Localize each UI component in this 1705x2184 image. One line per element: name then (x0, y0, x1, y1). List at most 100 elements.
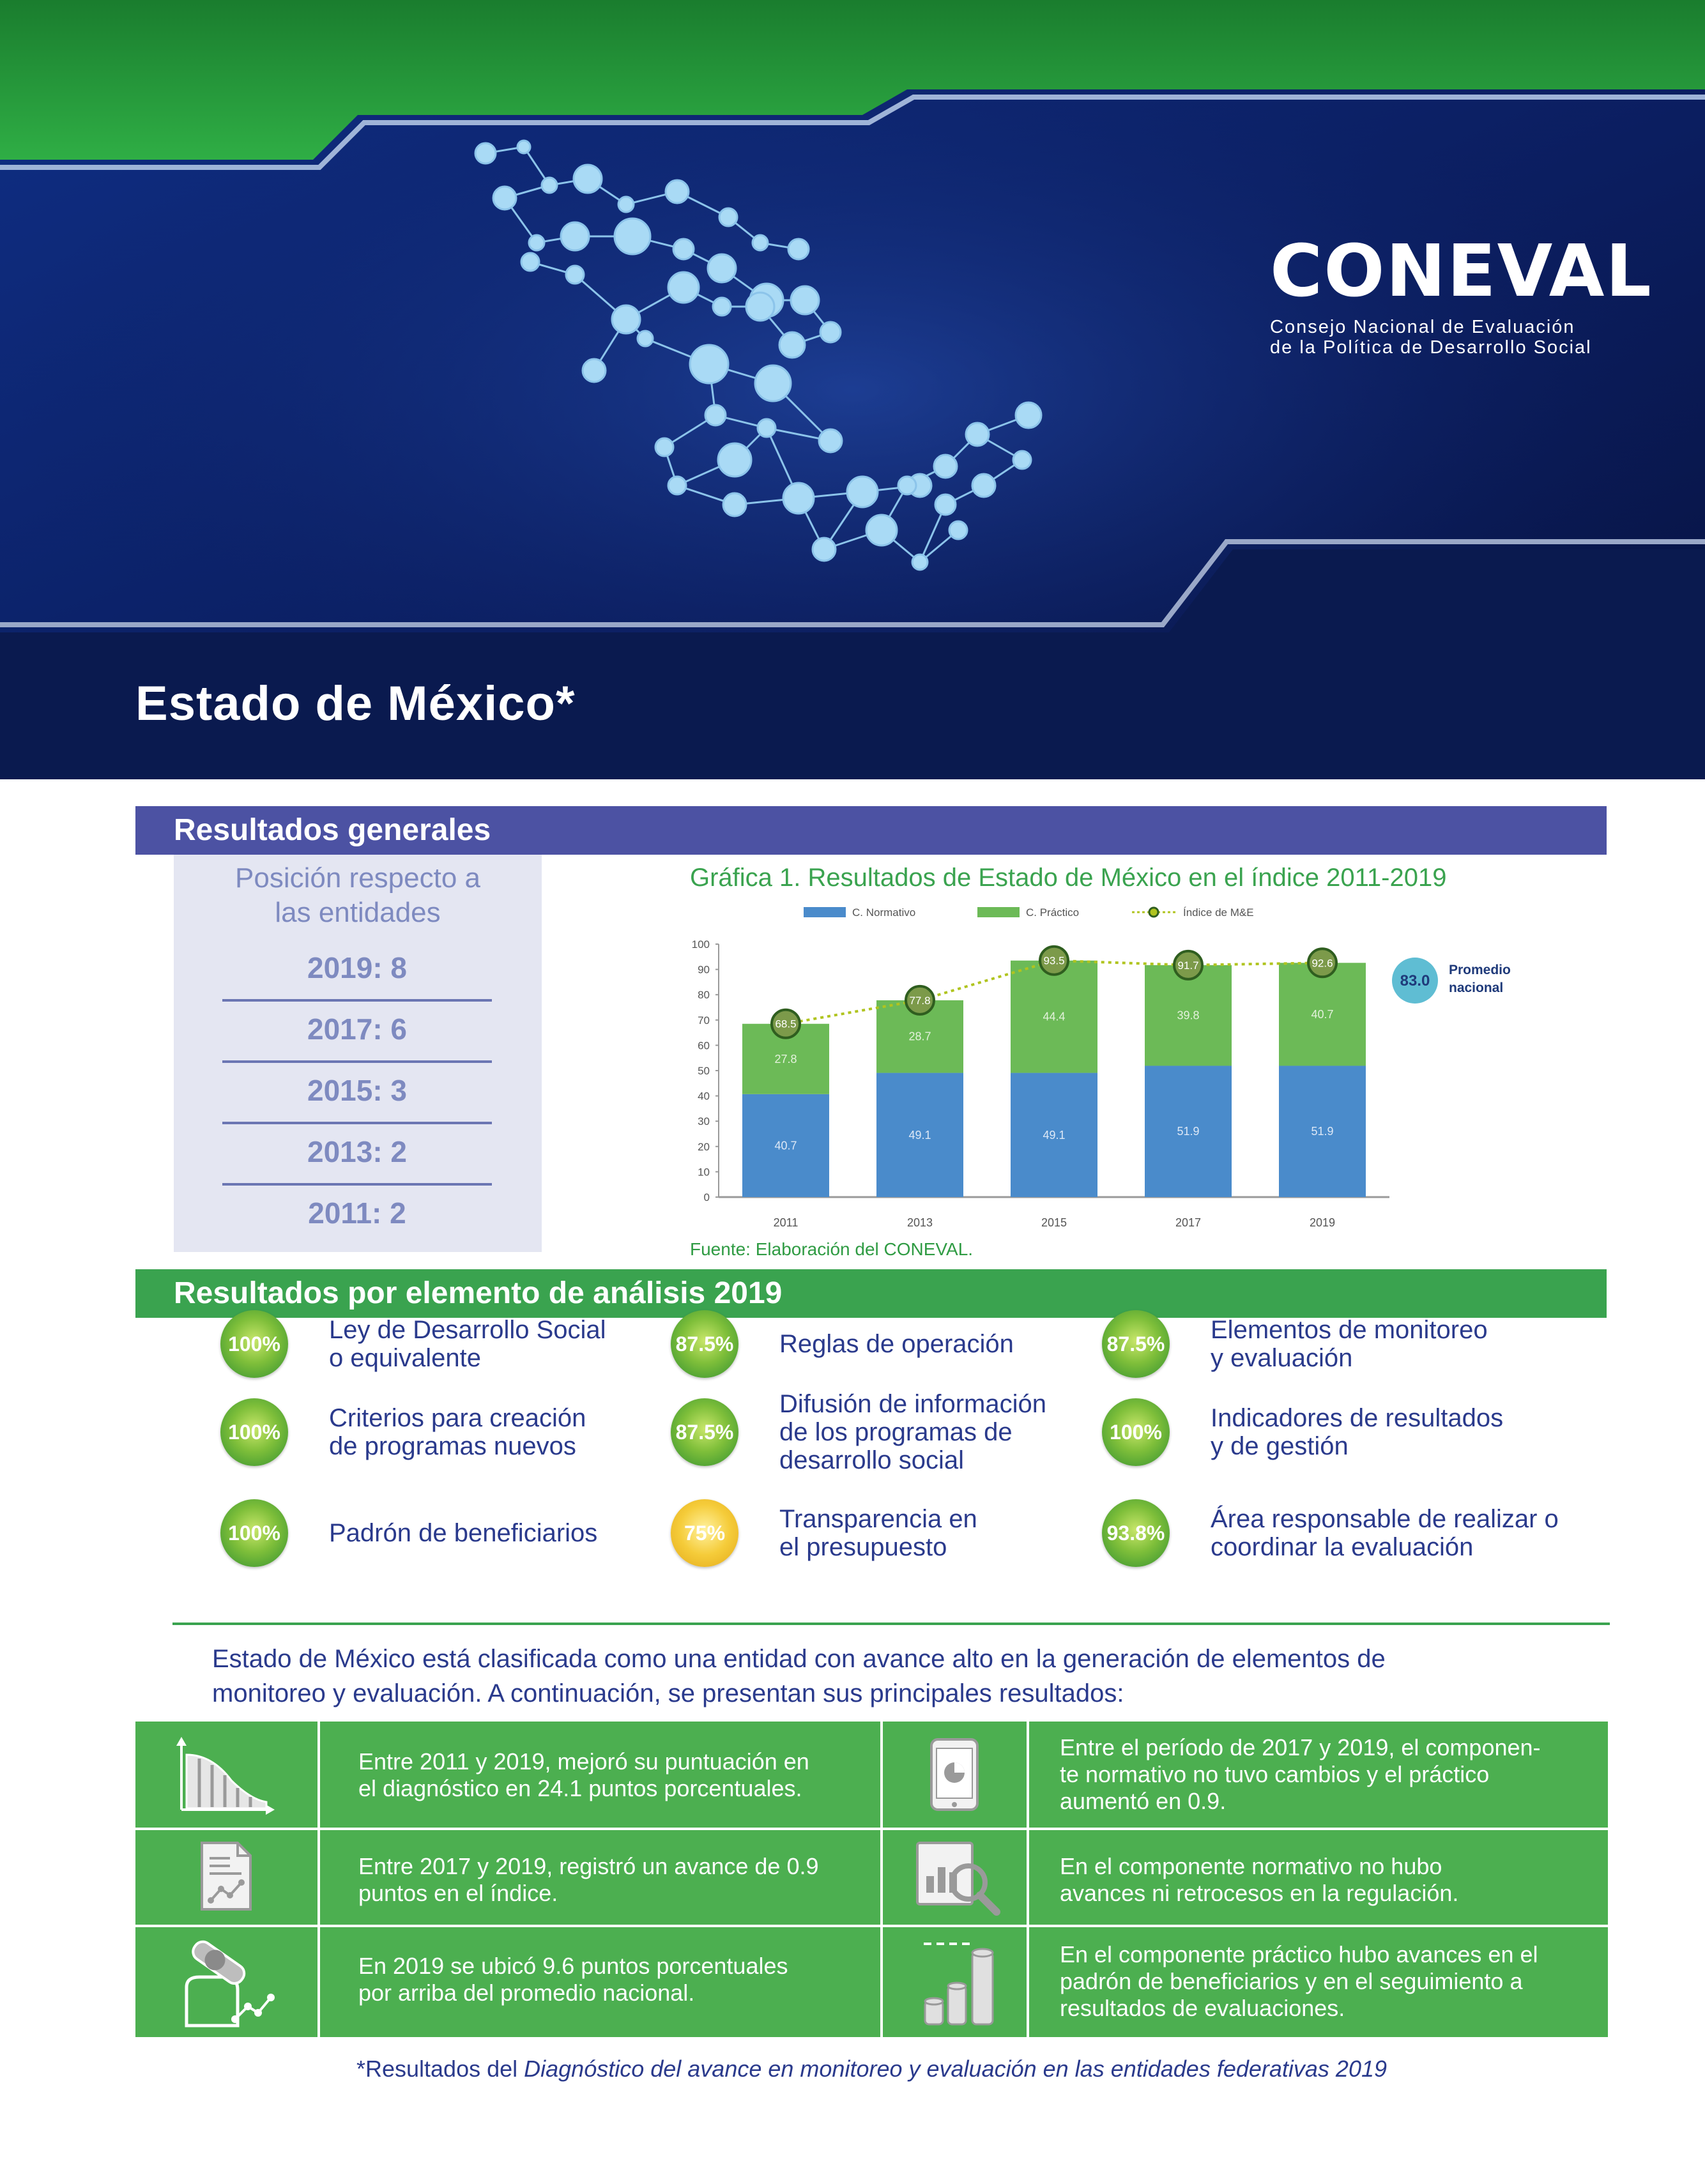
bar-label-practico: 40.7 (1311, 1008, 1333, 1021)
logo-subtitle-2: de la Política de Desarrollo Social (1270, 337, 1592, 358)
y-tick-label: 100 (692, 938, 710, 951)
element-label: Transparencia en el presupuesto (779, 1505, 977, 1561)
legend-marker (1148, 906, 1159, 918)
mexico-network-map (474, 139, 1043, 571)
header-banner (0, 0, 1705, 779)
rank-divider (222, 1122, 492, 1124)
index-value-label: 91.7 (1177, 959, 1198, 972)
score-badge: 100% (220, 1499, 288, 1567)
bar-label-normativo: 51.9 (1311, 1125, 1333, 1138)
footnote: *Resultados del Diagnóstico del avance e… (135, 2056, 1608, 2082)
element-label-line: Criterios para creación (329, 1404, 586, 1432)
icon-cell (135, 1927, 317, 2037)
result-6-line2: padrón de beneficiarios y en el seguimie… (1060, 1968, 1523, 1994)
element-label-line: Elementos de monitoreo (1211, 1316, 1488, 1344)
element-label: Ley de Desarrollo Social o equivalente (329, 1316, 606, 1372)
score-badge: 75% (671, 1499, 738, 1567)
section-bar-elemento: Resultados por elemento de análisis 2019 (135, 1269, 1607, 1318)
chart-title: Gráfica 1. Resultados de Estado de Méxic… (690, 864, 1447, 892)
bar-normativo (1145, 1065, 1232, 1197)
promedio-label-1: Promedio (1449, 963, 1511, 977)
element-label-line: Indicadores de resultados (1211, 1404, 1504, 1432)
element-label: Reglas de operación (779, 1330, 1014, 1358)
result-cell-5: En 2019 se ubicó 9.6 puntos porcentuales… (320, 1927, 880, 2037)
icon-cell (883, 1927, 1027, 2037)
element-label: Elementos de monitoreo y evaluación (1211, 1316, 1488, 1372)
ranking-title: Posición respecto a las entidades (174, 861, 542, 930)
element-label-line: Reglas de operación (779, 1330, 1014, 1358)
logo-subtitle-1: Consejo Nacional de Evaluación (1270, 317, 1575, 337)
element-label-line: desarrollo social (779, 1446, 965, 1474)
result-cell-1: Entre 2011 y 2019, mejoró su puntuación … (320, 1722, 880, 1828)
summary-text: Estado de México está clasificada como u… (212, 1642, 1566, 1711)
score-badge: 100% (220, 1398, 288, 1466)
ranking-title-line2: las entidades (275, 897, 441, 928)
bar-label-normativo: 40.7 (774, 1139, 797, 1152)
bar-normativo (1011, 1073, 1097, 1197)
rank-2015: 2015: 3 (307, 1074, 407, 1107)
score-badge: 100% (1102, 1398, 1170, 1466)
index-value-label: 93.5 (1043, 955, 1064, 967)
summary-line2: monitoreo y evaluación. A continuación, … (212, 1679, 1124, 1707)
bar-normativo (1279, 1065, 1366, 1197)
y-tick-label: 80 (698, 989, 710, 1001)
element-label-line: de programas nuevos (329, 1432, 576, 1460)
result-6-line1: En el componente práctico hubo avances e… (1060, 1941, 1538, 1967)
footnote-prefix: *Resultados del (356, 2056, 524, 2082)
index-marker (1039, 945, 1069, 976)
chart: 0 10 20 30 40 50 60 70 80 90 100 C. Normativo C. Prá… (692, 906, 1511, 1229)
chart-source: Fuente: Elaboración del CONEVAL. (690, 1239, 974, 1259)
footnote-italic: Diagnóstico del avance en monitoreo y ev… (524, 2056, 1388, 2082)
result-1-line1: Entre 2011 y 2019, mejoró su puntuación … (358, 1748, 809, 1775)
result-cell-3: Entre 2017 y 2019, registró un avance de… (320, 1830, 880, 1925)
legend-swatch (804, 907, 846, 917)
rank-2011: 2011: 2 (308, 1196, 406, 1230)
score-badge: 87.5% (671, 1310, 738, 1378)
element-label-line: Transparencia en (779, 1505, 977, 1533)
result-5-line1: En 2019 se ubicó 9.6 puntos porcentuales (358, 1953, 788, 1979)
bar-label-normativo: 49.1 (1043, 1129, 1065, 1142)
result-2-line3: aumentó en 0.9. (1060, 1788, 1227, 1814)
bar-practico (1145, 965, 1232, 1066)
bar-normativo (742, 1094, 829, 1197)
coneval-logo: CONEVAL (1270, 230, 1653, 313)
section-bar-generales: Resultados generales (135, 806, 1607, 855)
bar-label-practico: 27.8 (774, 1053, 797, 1065)
rank-divider (222, 999, 492, 1002)
index-value-label: 77.8 (909, 995, 930, 1007)
result-5-line2: por arriba del promedio nacional. (358, 1980, 695, 2006)
bar-practico (1279, 963, 1366, 1066)
score-badge: 87.5% (671, 1398, 738, 1466)
element-label-line: Padrón de beneficiarios (329, 1519, 598, 1547)
result-2-line2: te normativo no tuvo cambios y el prácti… (1060, 1761, 1490, 1787)
element-label-line: Difusión de información (779, 1390, 1046, 1418)
bar-label-practico: 44.4 (1043, 1011, 1065, 1023)
ranking-box (174, 855, 542, 1252)
section-divider (172, 1623, 1610, 1625)
icon-cell (135, 1830, 317, 1925)
element-label-line: Ley de Desarrollo Social (329, 1316, 606, 1344)
result-3-line1: Entre 2017 y 2019, registró un avance de… (358, 1853, 819, 1879)
bar-label-practico: 28.7 (908, 1030, 931, 1043)
rank-2013: 2013: 2 (307, 1135, 407, 1168)
y-tick-label: 90 (698, 964, 710, 976)
x-tick-label: 2011 (774, 1216, 799, 1229)
element-label-line: el presupuesto (779, 1533, 947, 1561)
result-4-line1: En el componente normativo no hubo (1060, 1853, 1442, 1879)
report-document-icon (201, 1842, 252, 1911)
rank-divider (222, 1060, 492, 1063)
declining-bars-icon (176, 1737, 275, 1815)
bar-practico (1011, 960, 1097, 1073)
y-tick-label: 50 (698, 1065, 710, 1077)
index-value-label: 92.6 (1311, 957, 1333, 969)
icon-cell (883, 1722, 1027, 1828)
element-label-line: Área responsable de realizar o (1211, 1505, 1559, 1533)
result-3-line2: puntos en el índice. (358, 1880, 558, 1906)
result-6-line3: resultados de evaluaciones. (1060, 1995, 1345, 2021)
legend-swatch (977, 907, 1020, 917)
y-tick-label: 70 (698, 1014, 710, 1027)
result-cell-6: En el componente práctico hubo avances e… (1029, 1927, 1608, 2037)
magnifier-chart-icon (916, 1842, 1000, 1916)
score-badge: 93.8% (1102, 1499, 1170, 1567)
y-tick-label: 30 (698, 1115, 710, 1127)
